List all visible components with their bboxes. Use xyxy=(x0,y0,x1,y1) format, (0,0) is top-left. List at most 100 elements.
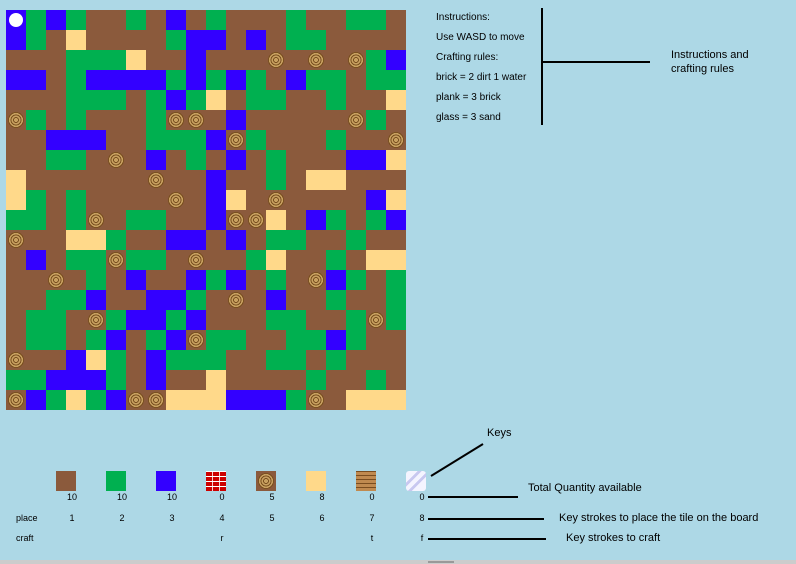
instructions-bracket xyxy=(541,8,543,125)
grass-tile xyxy=(186,150,206,170)
wood-tile xyxy=(46,270,66,290)
dirt-tile xyxy=(306,290,326,310)
grass-tile xyxy=(166,350,186,370)
water-tile xyxy=(186,70,206,90)
grass-tile xyxy=(126,250,146,270)
dirt-tile xyxy=(286,210,306,230)
sand-tile xyxy=(266,210,286,230)
crafting-rule-brick: brick = 2 dirt 1 water xyxy=(436,72,526,83)
dirt-tile xyxy=(166,370,186,390)
grass-tile xyxy=(386,310,406,330)
sand-icon[interactable] xyxy=(306,471,326,491)
grass-tile xyxy=(66,90,86,110)
dirt-tile xyxy=(306,310,326,330)
wood-tile xyxy=(306,50,326,70)
grass-tile xyxy=(266,170,286,190)
dirt-tile xyxy=(366,270,386,290)
dirt-icon[interactable] xyxy=(56,471,76,491)
grass-tile xyxy=(26,190,46,210)
dirt-tile xyxy=(146,10,166,30)
dirt-tile xyxy=(46,70,66,90)
grass-tile xyxy=(86,90,106,110)
water-tile xyxy=(166,90,186,110)
water-tile xyxy=(186,50,206,70)
water-tile xyxy=(246,390,266,410)
grass-tile xyxy=(66,290,86,310)
water-tile xyxy=(86,290,106,310)
water-tile xyxy=(146,150,166,170)
water-tile xyxy=(86,370,106,390)
game-board[interactable] xyxy=(6,10,406,410)
water-icon[interactable] xyxy=(156,471,176,491)
grass-tile xyxy=(326,70,346,90)
dirt-tile xyxy=(326,110,346,130)
water-tile xyxy=(186,270,206,290)
grass-tile xyxy=(146,110,166,130)
dirt-tile xyxy=(306,10,326,30)
grass-tile xyxy=(346,310,366,330)
item-craft-key: r xyxy=(212,533,232,543)
grass-tile xyxy=(346,330,366,350)
glass-icon[interactable] xyxy=(406,471,426,491)
water-tile xyxy=(106,330,126,350)
water-tile xyxy=(186,230,206,250)
water-tile xyxy=(86,130,106,150)
scrollbar-thumb[interactable] xyxy=(428,561,454,563)
brick-icon[interactable] xyxy=(206,471,226,491)
sand-tile xyxy=(166,390,186,410)
grass-tile xyxy=(266,270,286,290)
grass-tile xyxy=(46,290,66,310)
grass-tile xyxy=(326,350,346,370)
grass-tile xyxy=(206,10,226,30)
plank-icon[interactable] xyxy=(356,471,376,491)
dirt-tile xyxy=(286,170,306,190)
dirt-tile xyxy=(286,110,306,130)
sand-tile xyxy=(386,150,406,170)
water-tile xyxy=(146,370,166,390)
dirt-tile xyxy=(266,130,286,150)
wood-tile xyxy=(106,150,126,170)
instructions-label-line1: Instructions and xyxy=(671,49,749,61)
grass-tile xyxy=(66,10,86,30)
dirt-tile xyxy=(106,130,126,150)
dirt-tile xyxy=(226,90,246,110)
wood-tile xyxy=(306,390,326,410)
dirt-tile xyxy=(306,230,326,250)
item-place-key: 3 xyxy=(162,513,182,523)
crafting-rule-plank: plank = 3 brick xyxy=(436,92,501,103)
grass-tile xyxy=(86,250,106,270)
grass-tile xyxy=(106,310,126,330)
grass-tile xyxy=(286,310,306,330)
water-tile xyxy=(226,270,246,290)
grass-tile xyxy=(106,370,126,390)
wood-tile xyxy=(126,390,146,410)
dirt-tile xyxy=(346,290,366,310)
grass-tile xyxy=(26,330,46,350)
dirt-tile xyxy=(86,170,106,190)
grass-tile xyxy=(146,130,166,150)
wood-tile xyxy=(186,330,206,350)
water-tile xyxy=(146,70,166,90)
grass-tile xyxy=(46,150,66,170)
grass-tile xyxy=(326,130,346,150)
grass-tile xyxy=(26,210,46,230)
grass-icon[interactable] xyxy=(106,471,126,491)
dirt-tile xyxy=(366,350,386,370)
grass-tile xyxy=(206,330,226,350)
item-craft-key: t xyxy=(362,533,382,543)
dirt-tile xyxy=(326,30,346,50)
dirt-tile xyxy=(26,50,46,70)
dirt-tile xyxy=(306,350,326,370)
grass-tile xyxy=(106,350,126,370)
dirt-tile xyxy=(386,30,406,50)
dirt-tile xyxy=(26,130,46,150)
wood-icon[interactable] xyxy=(256,471,276,491)
horizontal-scrollbar[interactable] xyxy=(0,560,796,564)
craft-keys-label: Key strokes to craft xyxy=(566,532,660,544)
dirt-tile xyxy=(386,110,406,130)
dirt-tile xyxy=(286,150,306,170)
dirt-tile xyxy=(186,170,206,190)
dirt-tile xyxy=(146,190,166,210)
grass-tile xyxy=(66,250,86,270)
grass-tile xyxy=(86,50,106,70)
